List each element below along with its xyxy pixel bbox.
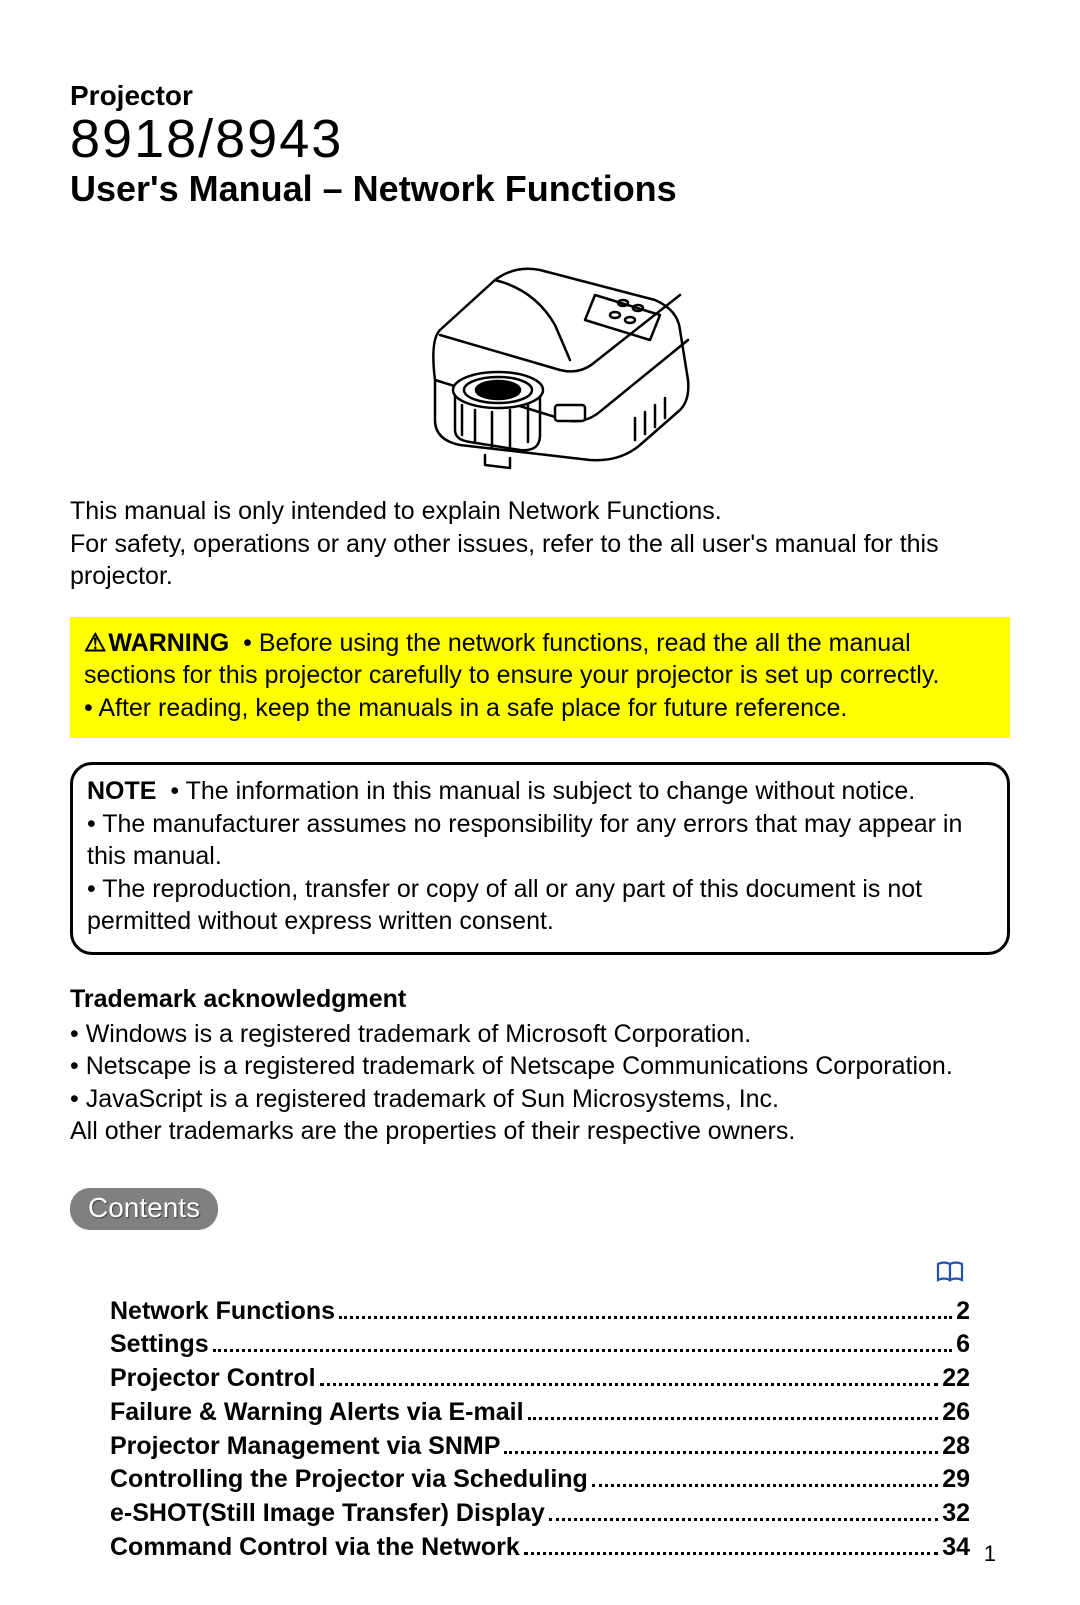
warning-label: WARNING <box>108 629 229 657</box>
toc-row: e-SHOT(Still Image Transfer) Display 32 <box>110 1497 970 1531</box>
manual-page: Projector 8918/8943 User's Manual – Netw… <box>0 0 1080 1605</box>
toc-leader-dots <box>528 1397 939 1420</box>
page-column-icon <box>110 1258 970 1289</box>
note-bullet-1: • The information in this manual is subj… <box>170 777 915 805</box>
toc-row: Projector Management via SNMP 28 <box>110 1430 970 1464</box>
contents-heading-pill: Contents <box>70 1188 218 1230</box>
trademark-bullet-3: • JavaScript is a registered trademark o… <box>70 1085 779 1113</box>
toc-row: Failure & Warning Alerts via E-mail 26 <box>110 1396 970 1430</box>
intro-paragraph: This manual is only intended to explain … <box>70 495 1010 593</box>
projector-line-art-icon <box>380 240 700 470</box>
model-number: 8918/8943 <box>70 108 1010 170</box>
toc-leader-dots <box>524 1532 938 1555</box>
table-of-contents: Network Functions 2 Settings 6 Projector… <box>70 1258 1010 1565</box>
toc-leader-dots <box>339 1296 952 1319</box>
trademark-footer: All other trademarks are the properties … <box>70 1117 795 1145</box>
page-number: 1 <box>984 1541 996 1567</box>
toc-row: Controlling the Projector via Scheduling… <box>110 1463 970 1497</box>
note-bullet-2: • The manufacturer assumes no responsibi… <box>87 810 962 871</box>
warning-triangle-icon: ⚠ <box>84 629 106 657</box>
toc-row: Projector Control 22 <box>110 1362 970 1396</box>
warning-box: ⚠WARNING • Before using the network func… <box>70 617 1010 739</box>
toc-page-number: 32 <box>942 1497 970 1531</box>
toc-title: Projector Management via SNMP <box>110 1430 500 1464</box>
toc-page-number: 26 <box>942 1396 970 1430</box>
toc-row: Settings 6 <box>110 1328 970 1362</box>
toc-leader-dots <box>592 1465 938 1488</box>
warning-bullet-2: • After reading, keep the manuals in a s… <box>84 694 847 722</box>
toc-title: Command Control via the Network <box>110 1531 520 1565</box>
toc-leader-dots <box>549 1499 938 1522</box>
toc-row: Network Functions 2 <box>110 1295 970 1329</box>
toc-leader-dots <box>213 1330 952 1353</box>
manual-subtitle: User's Manual – Network Functions <box>70 168 1010 210</box>
toc-page-number: 22 <box>942 1362 970 1396</box>
intro-line-2: For safety, operations or any other issu… <box>70 530 939 591</box>
note-label: NOTE <box>87 777 156 805</box>
toc-page-number: 2 <box>956 1295 970 1329</box>
toc-page-number: 34 <box>942 1531 970 1565</box>
toc-title: Controlling the Projector via Scheduling <box>110 1463 588 1497</box>
toc-title: e-SHOT(Still Image Transfer) Display <box>110 1497 545 1531</box>
note-box: NOTE • The information in this manual is… <box>70 762 1010 955</box>
toc-row: Command Control via the Network 34 <box>110 1531 970 1565</box>
trademark-body: • Windows is a registered trademark of M… <box>70 1018 1010 1148</box>
note-bullet-3: • The reproduction, transfer or copy of … <box>87 875 922 936</box>
trademark-heading: Trademark acknowledgment <box>70 985 1010 1014</box>
trademark-bullet-1: • Windows is a registered trademark of M… <box>70 1020 751 1048</box>
toc-leader-dots <box>320 1364 939 1387</box>
intro-line-1: This manual is only intended to explain … <box>70 497 722 525</box>
toc-title: Failure & Warning Alerts via E-mail <box>110 1396 524 1430</box>
toc-page-number: 28 <box>942 1430 970 1464</box>
toc-title: Projector Control <box>110 1362 316 1396</box>
toc-title: Settings <box>110 1328 209 1362</box>
toc-title: Network Functions <box>110 1295 335 1329</box>
trademark-bullet-2: • Netscape is a registered trademark of … <box>70 1052 953 1080</box>
open-book-icon <box>936 1260 964 1282</box>
projector-illustration <box>70 240 1010 475</box>
toc-page-number: 6 <box>956 1328 970 1362</box>
toc-leader-dots <box>504 1431 938 1454</box>
toc-page-number: 29 <box>942 1463 970 1497</box>
